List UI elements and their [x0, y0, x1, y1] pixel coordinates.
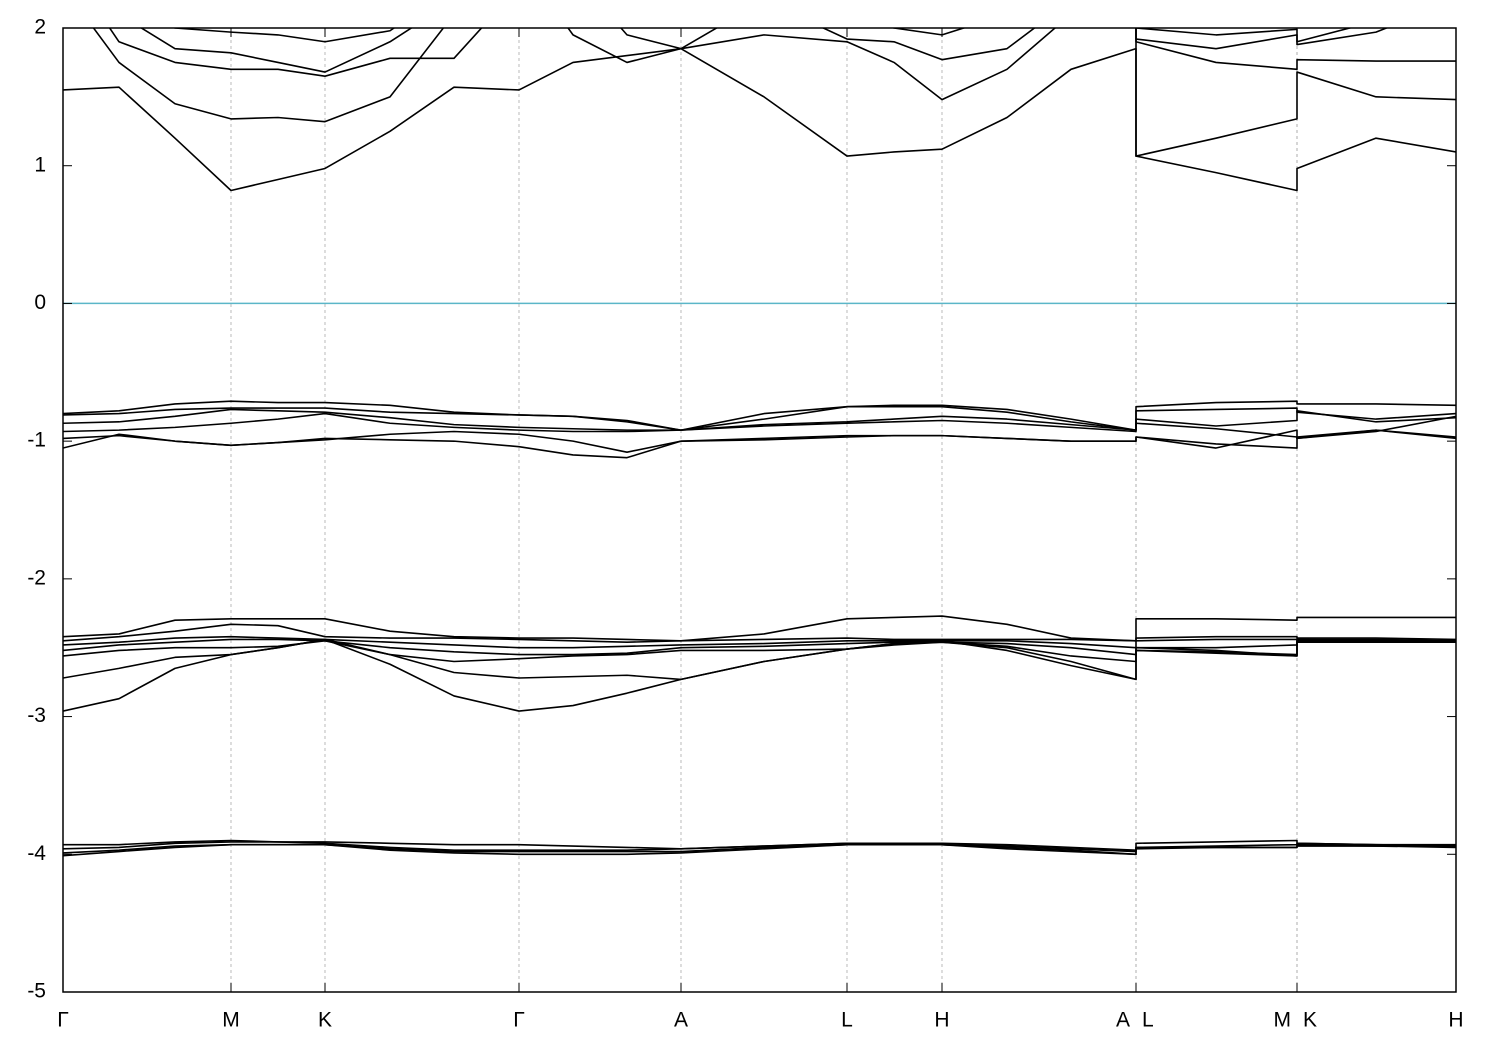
axes: 210-1-2-3-4-5Γ M K Γ A L H A L M K H [27, 16, 1463, 1032]
band-line [63, 412, 1456, 440]
x-tick-label: K [318, 1009, 332, 1032]
band-line [63, 638, 1456, 712]
y-tick-label: -4 [27, 842, 46, 865]
x-tick-label: H [1448, 1009, 1463, 1032]
x-tick-label: L [1142, 1009, 1154, 1032]
band-line [63, 615, 1456, 642]
band-line [92, 28, 1456, 157]
y-tick-label: -2 [27, 566, 46, 589]
band-line [173, 28, 1353, 43]
x-tick-label: M [1274, 1009, 1292, 1032]
y-tick-label: 2 [34, 16, 46, 39]
band-line [63, 408, 1456, 431]
band-line [63, 47, 1456, 192]
y-tick-label: -3 [27, 704, 46, 727]
y-tick-label: -1 [27, 429, 46, 452]
band-line [63, 635, 1456, 649]
band-line [63, 429, 1456, 459]
band-line [63, 640, 1456, 663]
band-line [63, 405, 1456, 431]
band-line [63, 400, 1456, 431]
y-tick-label: 0 [34, 291, 46, 314]
bands [63, 28, 1456, 857]
band-line [63, 415, 1456, 453]
x-tick-label: A [674, 1009, 688, 1032]
y-tick-label: -5 [27, 980, 46, 1003]
x-tick-label: M [222, 1009, 240, 1032]
x-tick-label: A [1116, 1009, 1130, 1032]
x-tick-label: Γ [513, 1009, 525, 1032]
x-tick-label: H [934, 1009, 949, 1032]
band-line [139, 28, 1389, 73]
y-tick-label: 1 [34, 153, 46, 176]
plot-frame [62, 27, 1457, 993]
x-tick-label: K [1303, 1009, 1317, 1032]
band-line [63, 843, 1456, 857]
band-line [63, 841, 1456, 853]
band-line [63, 638, 1456, 656]
band-line [63, 638, 1456, 681]
band-line [108, 28, 1456, 77]
x-tick-label: L [841, 1009, 853, 1032]
x-tick-label: Γ [57, 1009, 69, 1032]
band-line [63, 623, 1456, 644]
